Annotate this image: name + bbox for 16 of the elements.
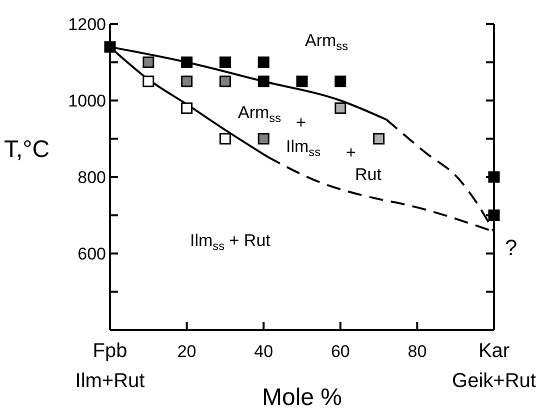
y-tick-label: 1000	[68, 91, 106, 110]
x-tick-label: 40	[254, 342, 274, 361]
x-tick-label: 20	[177, 342, 196, 361]
text: ?	[505, 235, 518, 260]
text: Arm$_{ss}$ + Ilm$_{ss}$ + Rut	[238, 103, 382, 184]
x-tick-label: 80	[408, 342, 427, 361]
x-tick-label: Fpb Ilm+Rut	[75, 340, 146, 392]
x-tick-label: Kar Geik+Rut	[452, 340, 536, 392]
x-axis-title: Mole %	[262, 384, 342, 408]
x-tick-label: 60	[330, 342, 350, 361]
annotation: Arm$_{ss}$	[305, 31, 348, 53]
y-tick-label: 800	[78, 168, 106, 187]
y-tick-label: 1200	[68, 14, 106, 34]
y-axis-title: T,°C	[4, 136, 50, 163]
annotation: Ilm$_{ss}$ + Rut	[190, 231, 271, 253]
y-tick-label: 600	[78, 244, 106, 264]
